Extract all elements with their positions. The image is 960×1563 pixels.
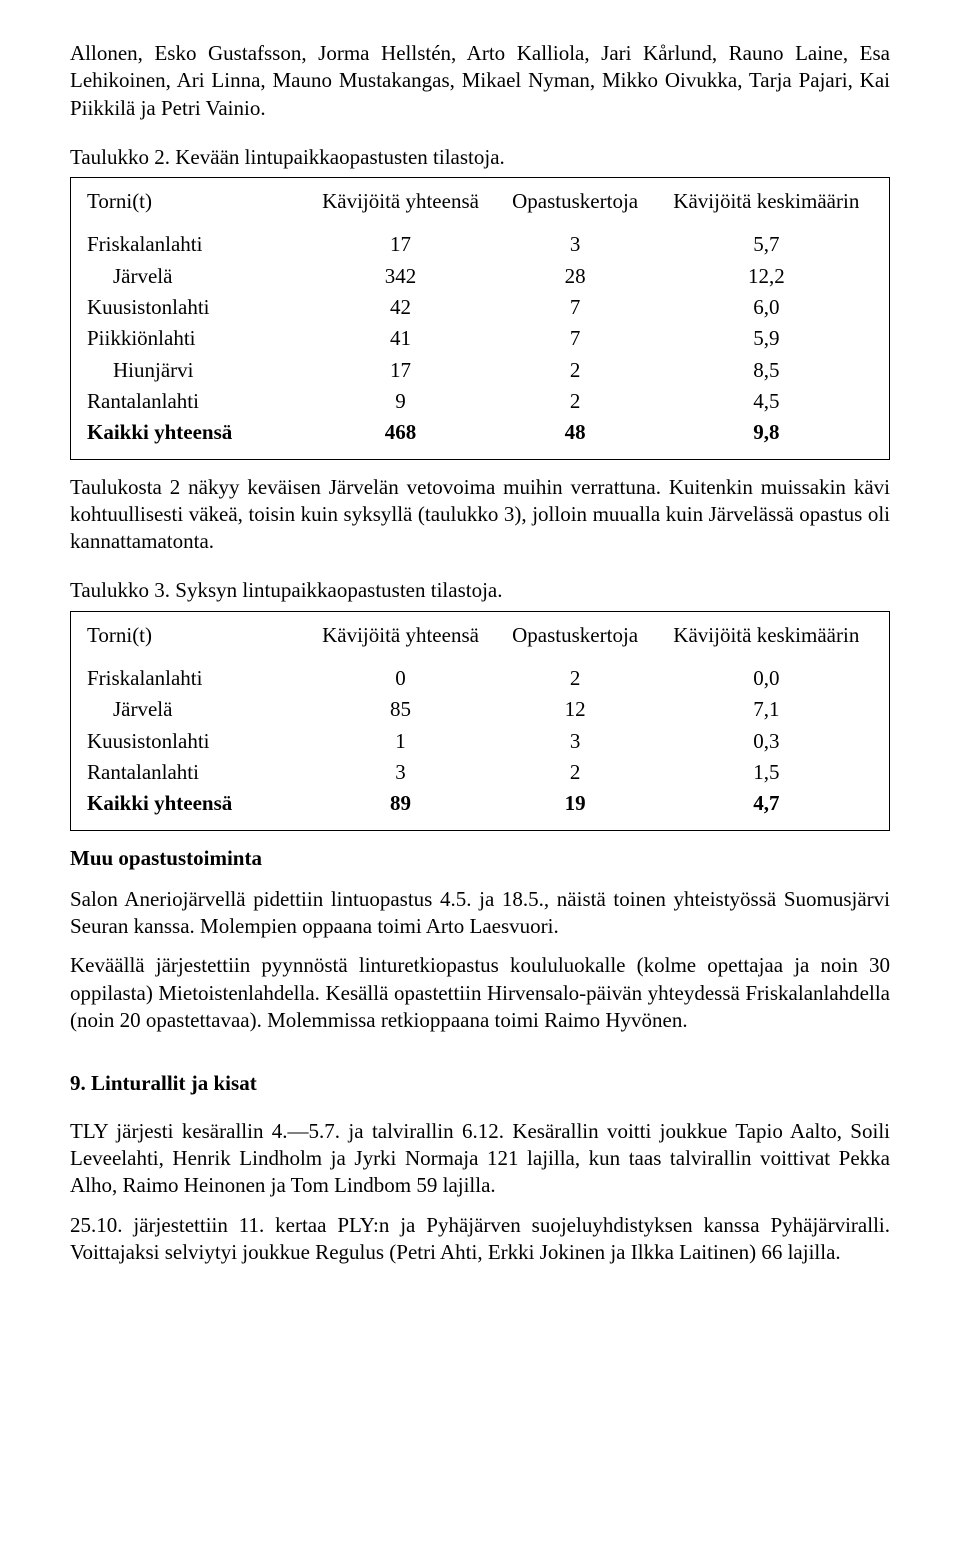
table3-total-cell: 19 (497, 788, 654, 819)
table2-cell: 7 (497, 292, 654, 323)
table2-row: Kuusistonlahti4276,0 (81, 292, 879, 323)
table3-total-cell: 4,7 (654, 788, 879, 819)
table2-row: Friskalanlahti1735,7 (81, 229, 879, 260)
table3-row-label: Kuusistonlahti (81, 726, 304, 757)
table3-cell: 7,1 (654, 694, 879, 725)
table2: Torni(t) Kävijöitä yhteensä Opastuskerto… (81, 186, 879, 448)
table2-row: Piikkiönlahti4175,9 (81, 323, 879, 354)
table2-cell: 7 (497, 323, 654, 354)
table2-cell: 3 (497, 229, 654, 260)
table3-row-label: Rantalanlahti (81, 757, 304, 788)
table3-col-1: Kävijöitä yhteensä (304, 620, 496, 663)
table3-caption: Taulukko 3. Syksyn lintupaikkaopastusten… (70, 577, 890, 604)
intro-paragraph: Allonen, Esko Gustafsson, Jorma Hellstén… (70, 40, 890, 122)
table2-row-label: Kuusistonlahti (81, 292, 304, 323)
table3-total-row: Kaikki yhteensä89194,7 (81, 788, 879, 819)
table2-cell: 5,9 (654, 323, 879, 354)
table3-col-0: Torni(t) (81, 620, 304, 663)
table2-cell: 8,5 (654, 355, 879, 386)
table3-cell: 0 (304, 663, 496, 694)
table3-row: Rantalanlahti321,5 (81, 757, 879, 788)
table3-cell: 12 (497, 694, 654, 725)
table3-cell: 85 (304, 694, 496, 725)
table3-row: Friskalanlahti020,0 (81, 663, 879, 694)
table3-row-label: Friskalanlahti (81, 663, 304, 694)
table2-cell: 2 (497, 386, 654, 417)
table2-header-row: Torni(t) Kävijöitä yhteensä Opastuskerto… (81, 186, 879, 229)
table2-cell: 12,2 (654, 261, 879, 292)
table3-cell: 2 (497, 757, 654, 788)
table2-row-label: Järvelä (81, 261, 304, 292)
section-9-heading: 9. Linturallit ja kisat (70, 1070, 890, 1097)
table2-col-2: Opastuskertoja (497, 186, 654, 229)
section-9-paragraph-2: 25.10. järjestettiin 11. kertaa PLY:n ja… (70, 1212, 890, 1267)
muu-paragraph-2: Keväällä järjestettiin pyynnöstä linture… (70, 952, 890, 1034)
table3-total-cell: 89 (304, 788, 496, 819)
table3-row-label: Järvelä (81, 694, 304, 725)
table2-cell: 41 (304, 323, 496, 354)
table2-cell: 9 (304, 386, 496, 417)
table3: Torni(t) Kävijöitä yhteensä Opastuskerto… (81, 620, 879, 820)
table3-row: Kuusistonlahti130,3 (81, 726, 879, 757)
table3-cell: 3 (497, 726, 654, 757)
table3-cell: 3 (304, 757, 496, 788)
table3-total-label: Kaikki yhteensä (81, 788, 304, 819)
table3-cell: 1 (304, 726, 496, 757)
table3-col-3: Kävijöitä keskimäärin (654, 620, 879, 663)
table3-cell: 0,0 (654, 663, 879, 694)
table3-col-2: Opastuskertoja (497, 620, 654, 663)
table2-col-0: Torni(t) (81, 186, 304, 229)
table2-row-label: Piikkiönlahti (81, 323, 304, 354)
table3-header-row: Torni(t) Kävijöitä yhteensä Opastuskerto… (81, 620, 879, 663)
table2-total-row: Kaikki yhteensä468489,8 (81, 417, 879, 448)
table2-total-cell: 48 (497, 417, 654, 448)
table2-col-3: Kävijöitä keskimäärin (654, 186, 879, 229)
table2-row: Hiunjärvi1728,5 (81, 355, 879, 386)
document-page: Allonen, Esko Gustafsson, Jorma Hellstén… (0, 0, 960, 1338)
table2-cell: 342 (304, 261, 496, 292)
table2-row-label: Rantalanlahti (81, 386, 304, 417)
table2-row-label: Hiunjärvi (81, 355, 304, 386)
table2-cell: 28 (497, 261, 654, 292)
table3-cell: 2 (497, 663, 654, 694)
subheading-muu-opastustoiminta: Muu opastustoiminta (70, 845, 890, 872)
table3-cell: 1,5 (654, 757, 879, 788)
table2-total-label: Kaikki yhteensä (81, 417, 304, 448)
table2-cell: 17 (304, 229, 496, 260)
table2-total-cell: 468 (304, 417, 496, 448)
table2-total-cell: 9,8 (654, 417, 879, 448)
table2-caption: Taulukko 2. Kevään lintupaikkaopastusten… (70, 144, 890, 171)
table2-cell: 5,7 (654, 229, 879, 260)
mid-paragraph: Taulukosta 2 näkyy keväisen Järvelän vet… (70, 474, 890, 556)
muu-paragraph-1: Salon Aneriojärvellä pidettiin lintuopas… (70, 886, 890, 941)
table2-row: Rantalanlahti924,5 (81, 386, 879, 417)
table2-box: Torni(t) Kävijöitä yhteensä Opastuskerto… (70, 177, 890, 459)
table2-col-1: Kävijöitä yhteensä (304, 186, 496, 229)
table2-cell: 17 (304, 355, 496, 386)
table2-row-label: Friskalanlahti (81, 229, 304, 260)
table2-row: Järvelä3422812,2 (81, 261, 879, 292)
table2-cell: 42 (304, 292, 496, 323)
table2-cell: 2 (497, 355, 654, 386)
table2-cell: 6,0 (654, 292, 879, 323)
table3-cell: 0,3 (654, 726, 879, 757)
section-9-paragraph-1: TLY järjesti kesärallin 4.—5.7. ja talvi… (70, 1118, 890, 1200)
table3-box: Torni(t) Kävijöitä yhteensä Opastuskerto… (70, 611, 890, 831)
table2-cell: 4,5 (654, 386, 879, 417)
table3-row: Järvelä85127,1 (81, 694, 879, 725)
